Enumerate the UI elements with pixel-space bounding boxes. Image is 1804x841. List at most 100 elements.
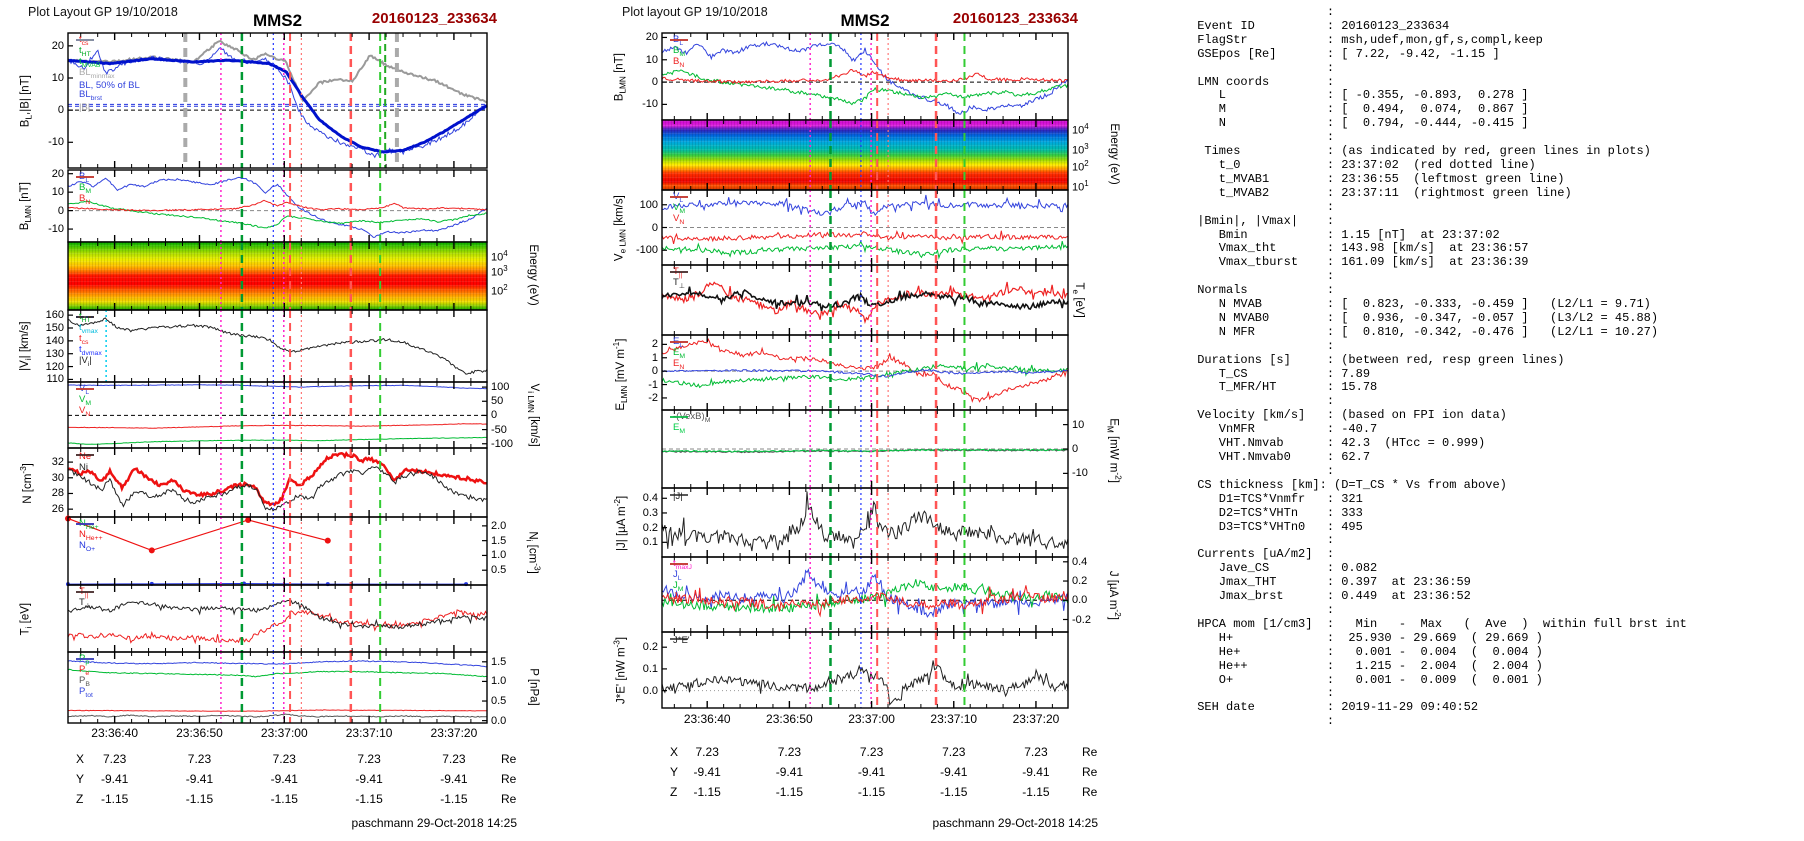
time-tick-label: 23:36:50: [766, 712, 813, 726]
y-axis-right-label-l7: Ni [cm-3]: [524, 531, 542, 574]
ele-spectrogram: [662, 120, 1068, 190]
legend-item: T⊥: [670, 271, 688, 290]
position-value: 7.23: [777, 745, 802, 759]
ytick-m6: -10: [1072, 467, 1088, 480]
legend-l6: Ne Ni: [76, 451, 94, 473]
y-axis-label-m1: BLMN [nT]: [612, 52, 628, 101]
plot-panel-m3: 100 0 -100 Ve LMN [km/s] VL VM VN: [613, 189, 1069, 266]
plot-canvas-l7: [65, 515, 488, 587]
position-value: -9.41: [775, 765, 804, 779]
y-axis-label-l4: |Vi| [km/s]: [18, 321, 34, 371]
position-row-label: X: [670, 745, 679, 759]
position-unit: Re: [1082, 745, 1098, 759]
y-axis-right-label-m2: Energy (eV): [1108, 123, 1120, 185]
legend-item: BN: [670, 39, 688, 69]
ion-spectrogram: [68, 242, 487, 310]
legend-m8: tmaxJ JL JM JN: [670, 558, 692, 603]
ytick-m1: 0: [651, 76, 658, 89]
plot-canvas-m4: [661, 264, 1069, 336]
position-value: -9.41: [693, 765, 721, 779]
position-value: 7.23: [272, 752, 296, 766]
ytick-m6: 10: [1072, 418, 1085, 431]
y-axis-label-l8: Ti [eV]: [18, 602, 34, 635]
y-axis-right-label-m6: EM [mW m-2]: [1105, 418, 1123, 483]
ytick-m2: 104: [1072, 121, 1089, 137]
ytick-m8: 0.0: [1072, 594, 1088, 607]
info-text: : Event ID : 20160123_233634 FlagStr : m…: [1197, 5, 1687, 729]
event-id-middle: 20160123_233634: [952, 10, 1078, 27]
ytick-l5: 50: [491, 395, 504, 408]
ytick-l4: 140: [45, 334, 64, 347]
plot-canvas-l9: [67, 651, 488, 724]
ytick-l2: 0: [57, 204, 64, 217]
plot-canvas-m1: [661, 32, 1069, 121]
time-tick-label: 23:36:50: [176, 726, 223, 740]
plot-panel-l3: 104 103 102 Energy (eV): [67, 241, 539, 311]
position-value: 7.23: [1024, 745, 1048, 759]
ytick-m7: 0.1: [642, 536, 658, 549]
ytick-l5: 100: [491, 381, 510, 394]
ytick-m3: -100: [635, 244, 658, 257]
event-id-left: 20160123_233634: [371, 10, 497, 27]
plot-panel-l9: 1.5 1.0 0.5 0.0 P [nPa] Pp Pe PB Ptot: [67, 651, 539, 726]
ytick-l6: 28: [51, 487, 64, 500]
legend-m5: EL EM EN: [670, 336, 688, 370]
ytick-m1: 10: [645, 53, 658, 66]
layout-label-middle: Plot layout GP 19/10/2018: [622, 5, 768, 19]
ytick-l3: 102: [491, 282, 508, 298]
position-unit: Re: [1082, 765, 1098, 779]
time-tick-label: 23:36:40: [91, 726, 138, 740]
legend-item: Ni: [76, 454, 94, 473]
ytick-l6: 32: [51, 456, 64, 469]
legend-item: VN: [670, 196, 688, 226]
legend-l5: VL VM VN: [76, 383, 94, 418]
ytick-l9: 1.5: [491, 655, 507, 668]
ytick-l5: -50: [491, 423, 507, 436]
info-panel: : Event ID : 20160123_233634 FlagStr : m…: [1190, 5, 1687, 729]
ytick-l6: 26: [51, 503, 64, 516]
legend-m1: BL BM BN: [670, 34, 688, 69]
ytick-m5: -2: [648, 391, 658, 404]
plot-panel-m4: Te [eV] T|| T⊥: [661, 264, 1085, 336]
spacecraft-title-left: MMS2: [252, 11, 303, 30]
ytick-m9: 0.2: [642, 641, 658, 654]
plot-panel-l6: 32 30 28 26 N [cm-3] Ne Ni: [19, 447, 488, 518]
plot-panel-m6: 10 0 -10 EM [mW m-2] -(VexB)M EM: [661, 409, 1123, 489]
ytick-l6: 30: [51, 471, 64, 484]
y-axis-label-m5: ELMN [mV m-1]: [611, 338, 629, 411]
position-value: -1.15: [775, 785, 804, 799]
position-row-label: X: [76, 752, 85, 766]
plot-panel-m1: 20 10 0 -10 BLMN [nT] BL BM BN: [613, 32, 1069, 121]
plot-canvas-m5: [661, 334, 1069, 411]
position-value: -1.15: [1022, 785, 1050, 799]
plot-canvas-l3: [67, 241, 488, 311]
plot-canvas-l8: [67, 584, 488, 653]
legend-item: |J|: [670, 490, 688, 502]
plot-panel-m8: 0.4 0.2 0.0 -0.2 J [µA m-2] tmaxJ JL JM JN: [661, 556, 1121, 633]
position-row-label: Y: [670, 765, 679, 779]
plot-canvas-m2: [661, 119, 1069, 191]
legend-l4: tHT tvmax tcs tdvmax |Vi|: [76, 311, 102, 367]
ytick-l3: 103: [491, 263, 508, 279]
ytick-l5: -100: [491, 437, 514, 450]
y-axis-label-m3: Ve LMN [km/s]: [612, 194, 628, 261]
time-tick-label: 23:37:00: [848, 712, 895, 726]
position-value: -1.15: [100, 792, 129, 806]
legend-item: VN: [76, 388, 94, 418]
legend-l2: BL BM BN: [76, 171, 94, 205]
time-tick-label: 23:37:10: [930, 712, 978, 726]
position-value: -9.41: [100, 772, 129, 786]
ytick-m3: 0: [651, 221, 658, 234]
y-axis-label-l1: BL,|B| [nT]: [18, 74, 34, 127]
time-tick-label: 23:37:00: [260, 726, 308, 740]
ytick-m7: 0.2: [642, 521, 658, 534]
ytick-l7: 0.5: [491, 564, 507, 577]
ytick-l1: 20: [51, 39, 64, 52]
plot-canvas-l5: [67, 381, 488, 449]
plot-panel-l1: 20 10 0 -10 BL,|B| [nT] tcs tHT tMVAB BLminmax BL…: [19, 32, 488, 169]
ytick-l5: 0: [491, 409, 498, 422]
ytick-l9: 0.0: [491, 714, 507, 727]
plot-panel-m2: 104 103 102 101 Energy (eV): [661, 119, 1120, 193]
spacecraft-title-middle: MMS2: [840, 11, 890, 30]
plot-canvas-l4: [67, 309, 488, 383]
